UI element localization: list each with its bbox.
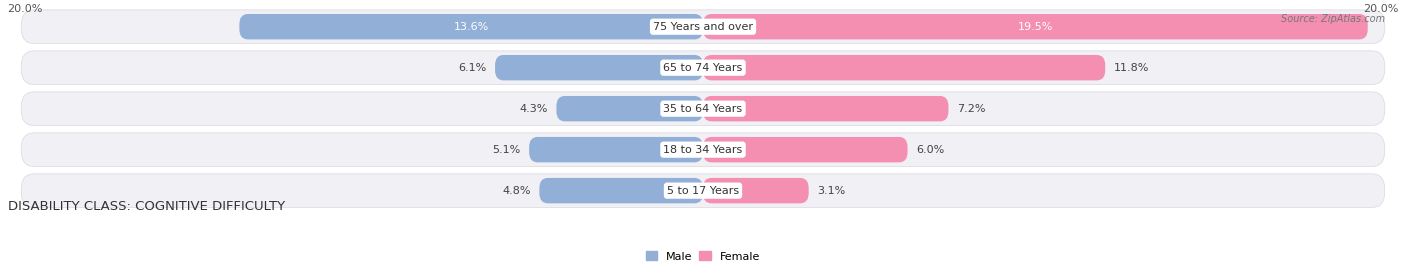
FancyBboxPatch shape: [21, 174, 1385, 207]
Text: 20.0%: 20.0%: [1362, 4, 1399, 14]
Text: 20.0%: 20.0%: [7, 4, 44, 14]
Text: 6.1%: 6.1%: [458, 63, 486, 73]
Text: 4.8%: 4.8%: [502, 186, 531, 196]
FancyBboxPatch shape: [21, 133, 1385, 167]
FancyBboxPatch shape: [21, 51, 1385, 85]
Text: 3.1%: 3.1%: [817, 186, 845, 196]
FancyBboxPatch shape: [540, 178, 703, 203]
FancyBboxPatch shape: [703, 178, 808, 203]
FancyBboxPatch shape: [21, 10, 1385, 43]
FancyBboxPatch shape: [21, 92, 1385, 126]
Text: 6.0%: 6.0%: [917, 145, 945, 155]
Text: 19.5%: 19.5%: [1018, 22, 1053, 32]
Legend: Male, Female: Male, Female: [641, 247, 765, 266]
Text: 18 to 34 Years: 18 to 34 Years: [664, 145, 742, 155]
FancyBboxPatch shape: [495, 55, 703, 80]
FancyBboxPatch shape: [529, 137, 703, 162]
FancyBboxPatch shape: [703, 96, 949, 122]
Text: 35 to 64 Years: 35 to 64 Years: [664, 104, 742, 114]
Text: 5 to 17 Years: 5 to 17 Years: [666, 186, 740, 196]
FancyBboxPatch shape: [703, 55, 1105, 80]
Text: 13.6%: 13.6%: [454, 22, 489, 32]
Text: 65 to 74 Years: 65 to 74 Years: [664, 63, 742, 73]
FancyBboxPatch shape: [703, 137, 907, 162]
FancyBboxPatch shape: [557, 96, 703, 122]
Text: 11.8%: 11.8%: [1114, 63, 1149, 73]
Text: 75 Years and over: 75 Years and over: [652, 22, 754, 32]
Text: 5.1%: 5.1%: [492, 145, 520, 155]
FancyBboxPatch shape: [703, 14, 1368, 39]
Text: Source: ZipAtlas.com: Source: ZipAtlas.com: [1281, 14, 1385, 23]
Text: 4.3%: 4.3%: [520, 104, 548, 114]
Text: DISABILITY CLASS: COGNITIVE DIFFICULTY: DISABILITY CLASS: COGNITIVE DIFFICULTY: [7, 200, 284, 213]
Text: 7.2%: 7.2%: [957, 104, 986, 114]
FancyBboxPatch shape: [239, 14, 703, 39]
